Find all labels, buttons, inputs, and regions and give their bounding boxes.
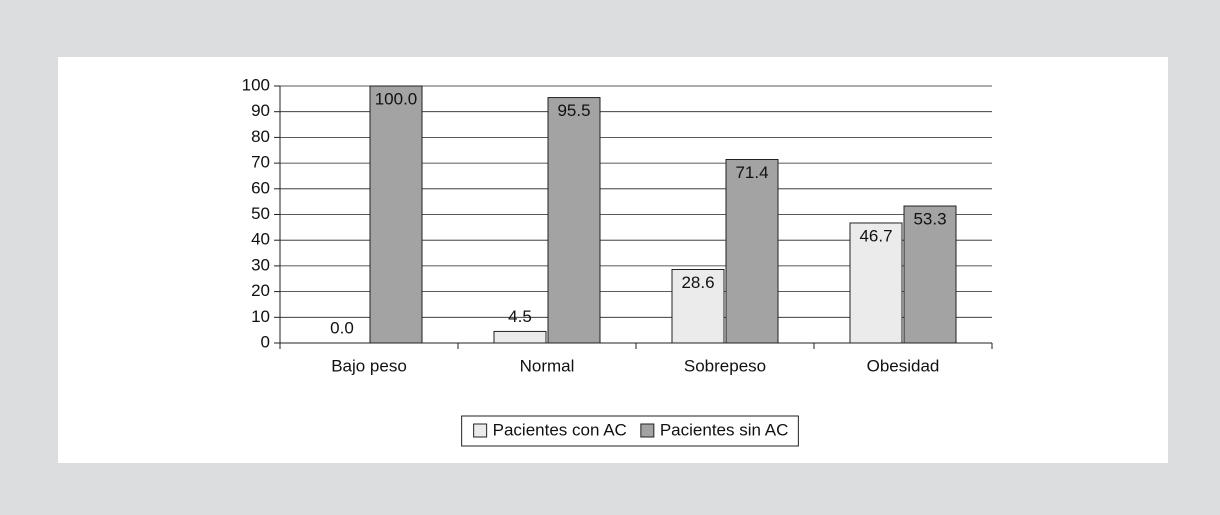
y-tick-label: 70 <box>251 153 270 172</box>
y-tick-label: 80 <box>251 127 270 146</box>
panel <box>58 57 1168 463</box>
data-label: 95.5 <box>557 101 590 120</box>
legend <box>461 415 799 447</box>
data-label: 4.5 <box>508 307 532 326</box>
y-tick-label: 10 <box>251 307 270 326</box>
data-label: 53.3 <box>913 210 946 229</box>
x-tick-label: Bajo peso <box>331 356 407 375</box>
legend-label: Pacientes sin AC <box>660 420 789 439</box>
data-label: 0.0 <box>330 318 354 337</box>
y-tick-label: 100 <box>242 75 270 94</box>
bar <box>903 205 957 344</box>
data-label: 28.6 <box>681 273 714 292</box>
bar <box>725 159 779 344</box>
data-label: 100.0 <box>375 89 418 108</box>
bar <box>547 97 601 344</box>
legend-swatch <box>473 423 488 438</box>
y-tick-label: 90 <box>251 101 270 120</box>
bar <box>369 85 423 344</box>
y-tick-label: 60 <box>251 178 270 197</box>
bar <box>849 222 903 344</box>
bar <box>493 330 547 344</box>
data-label: 71.4 <box>735 163 768 182</box>
y-tick-label: 30 <box>251 255 270 274</box>
x-tick-label: Obesidad <box>867 356 940 375</box>
x-tick-label: Normal <box>520 356 575 375</box>
y-tick-label: 40 <box>251 230 270 249</box>
y-tick-label: 20 <box>251 281 270 300</box>
x-tick-label: Sobrepeso <box>684 356 766 375</box>
data-label: 46.7 <box>859 226 892 245</box>
legend-swatch <box>640 423 655 438</box>
y-tick-label: 50 <box>251 204 270 223</box>
y-tick-label: 0 <box>261 332 270 351</box>
bar <box>671 268 725 344</box>
legend-label: Pacientes con AC <box>493 420 627 439</box>
